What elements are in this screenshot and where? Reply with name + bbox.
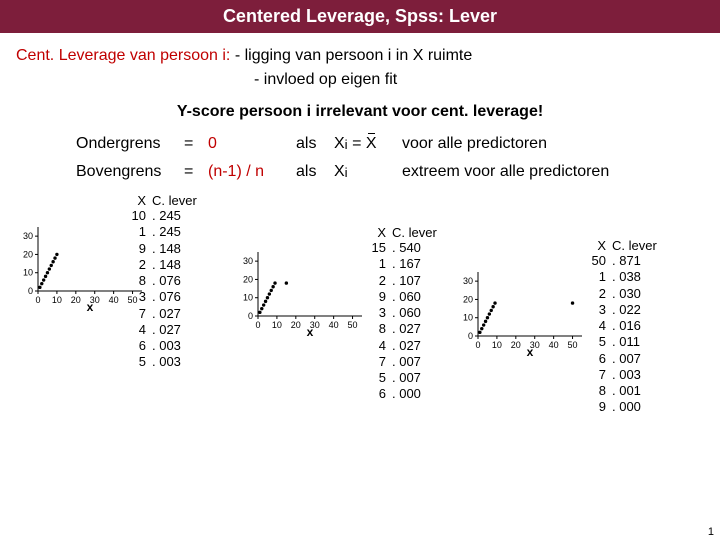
leverage-table-1: XC. lever10. 2451. 2459. 1482. 1488. 076… [124,193,197,371]
upper-bound-condition: extreem voor alle predictoren [402,163,609,181]
svg-text:20: 20 [463,294,473,304]
lower-bound-label: Ondergrens [76,135,176,153]
definition-text-1: - ligging van persoon i in X ruimte [235,47,472,64]
lower-bound-condition: voor alle predictoren [402,135,547,153]
svg-text:40: 40 [549,340,559,350]
equals-sign: = [184,135,200,153]
svg-text:30: 30 [463,276,473,286]
formula-equal: Xi = X [334,135,394,153]
equals-sign: = [184,163,200,181]
svg-text:0: 0 [28,286,33,296]
definition-line-1: Cent. Leverage van persoon i: - ligging … [16,47,704,65]
upper-bound-value: (n-1) / n [208,163,288,181]
svg-text:10: 10 [272,320,282,330]
scatter-chart-2: 010203040500102030x [236,248,366,338]
svg-text:0: 0 [35,295,40,305]
content: Cent. Leverage van persoon i: - ligging … [0,33,720,183]
als-label: als [296,135,326,153]
svg-text:10: 10 [52,295,62,305]
svg-text:50: 50 [348,320,358,330]
als-label: als [296,163,326,181]
definition-label: Cent. Leverage van persoon i: [16,47,230,64]
bounds-block: Ondergrens = 0 als Xi = X voor alle pred… [76,133,704,183]
upper-bound-label: Bovengrens [76,163,176,181]
upper-bound-row: Bovengrens = (n-1) / n als Xi extreem vo… [76,161,704,183]
svg-text:10: 10 [243,293,253,303]
svg-text:0: 0 [468,331,473,341]
svg-text:30: 30 [243,256,253,266]
title-bar: Centered Leverage, Spss: Lever [0,0,720,33]
svg-text:10: 10 [492,340,502,350]
svg-text:10: 10 [463,313,473,323]
svg-text:30: 30 [23,231,33,241]
emphasis-text: Y-score persoon i irrelevant voor cent. … [16,103,704,121]
svg-text:10: 10 [23,268,33,278]
lower-bound-value: 0 [208,135,288,153]
svg-text:20: 20 [291,320,301,330]
svg-text:0: 0 [475,340,480,350]
svg-text:20: 20 [243,274,253,284]
lower-bound-row: Ondergrens = 0 als Xi = X voor alle pred… [76,133,704,155]
svg-text:40: 40 [109,295,119,305]
svg-text:40: 40 [329,320,339,330]
svg-text:50: 50 [568,340,578,350]
page-number: 1 [708,526,714,538]
svg-text:20: 20 [23,249,33,259]
svg-text:0: 0 [255,320,260,330]
scatter-chart-3: 010203040500102030x [456,268,586,358]
svg-text:x: x [527,345,534,358]
leverage-table-2: XC. lever15. 5401. 1672. 1079. 0603. 060… [364,225,437,403]
svg-text:0: 0 [248,311,253,321]
definition-text-2: - invloed op eigen fit [254,71,704,89]
svg-text:20: 20 [511,340,521,350]
svg-text:20: 20 [71,295,81,305]
svg-text:x: x [307,325,314,338]
leverage-table-3: XC. lever50. 8711. 0382. 0303. 0224. 016… [584,238,657,416]
svg-text:x: x [87,300,94,313]
formula-extreme: Xi [334,163,394,181]
